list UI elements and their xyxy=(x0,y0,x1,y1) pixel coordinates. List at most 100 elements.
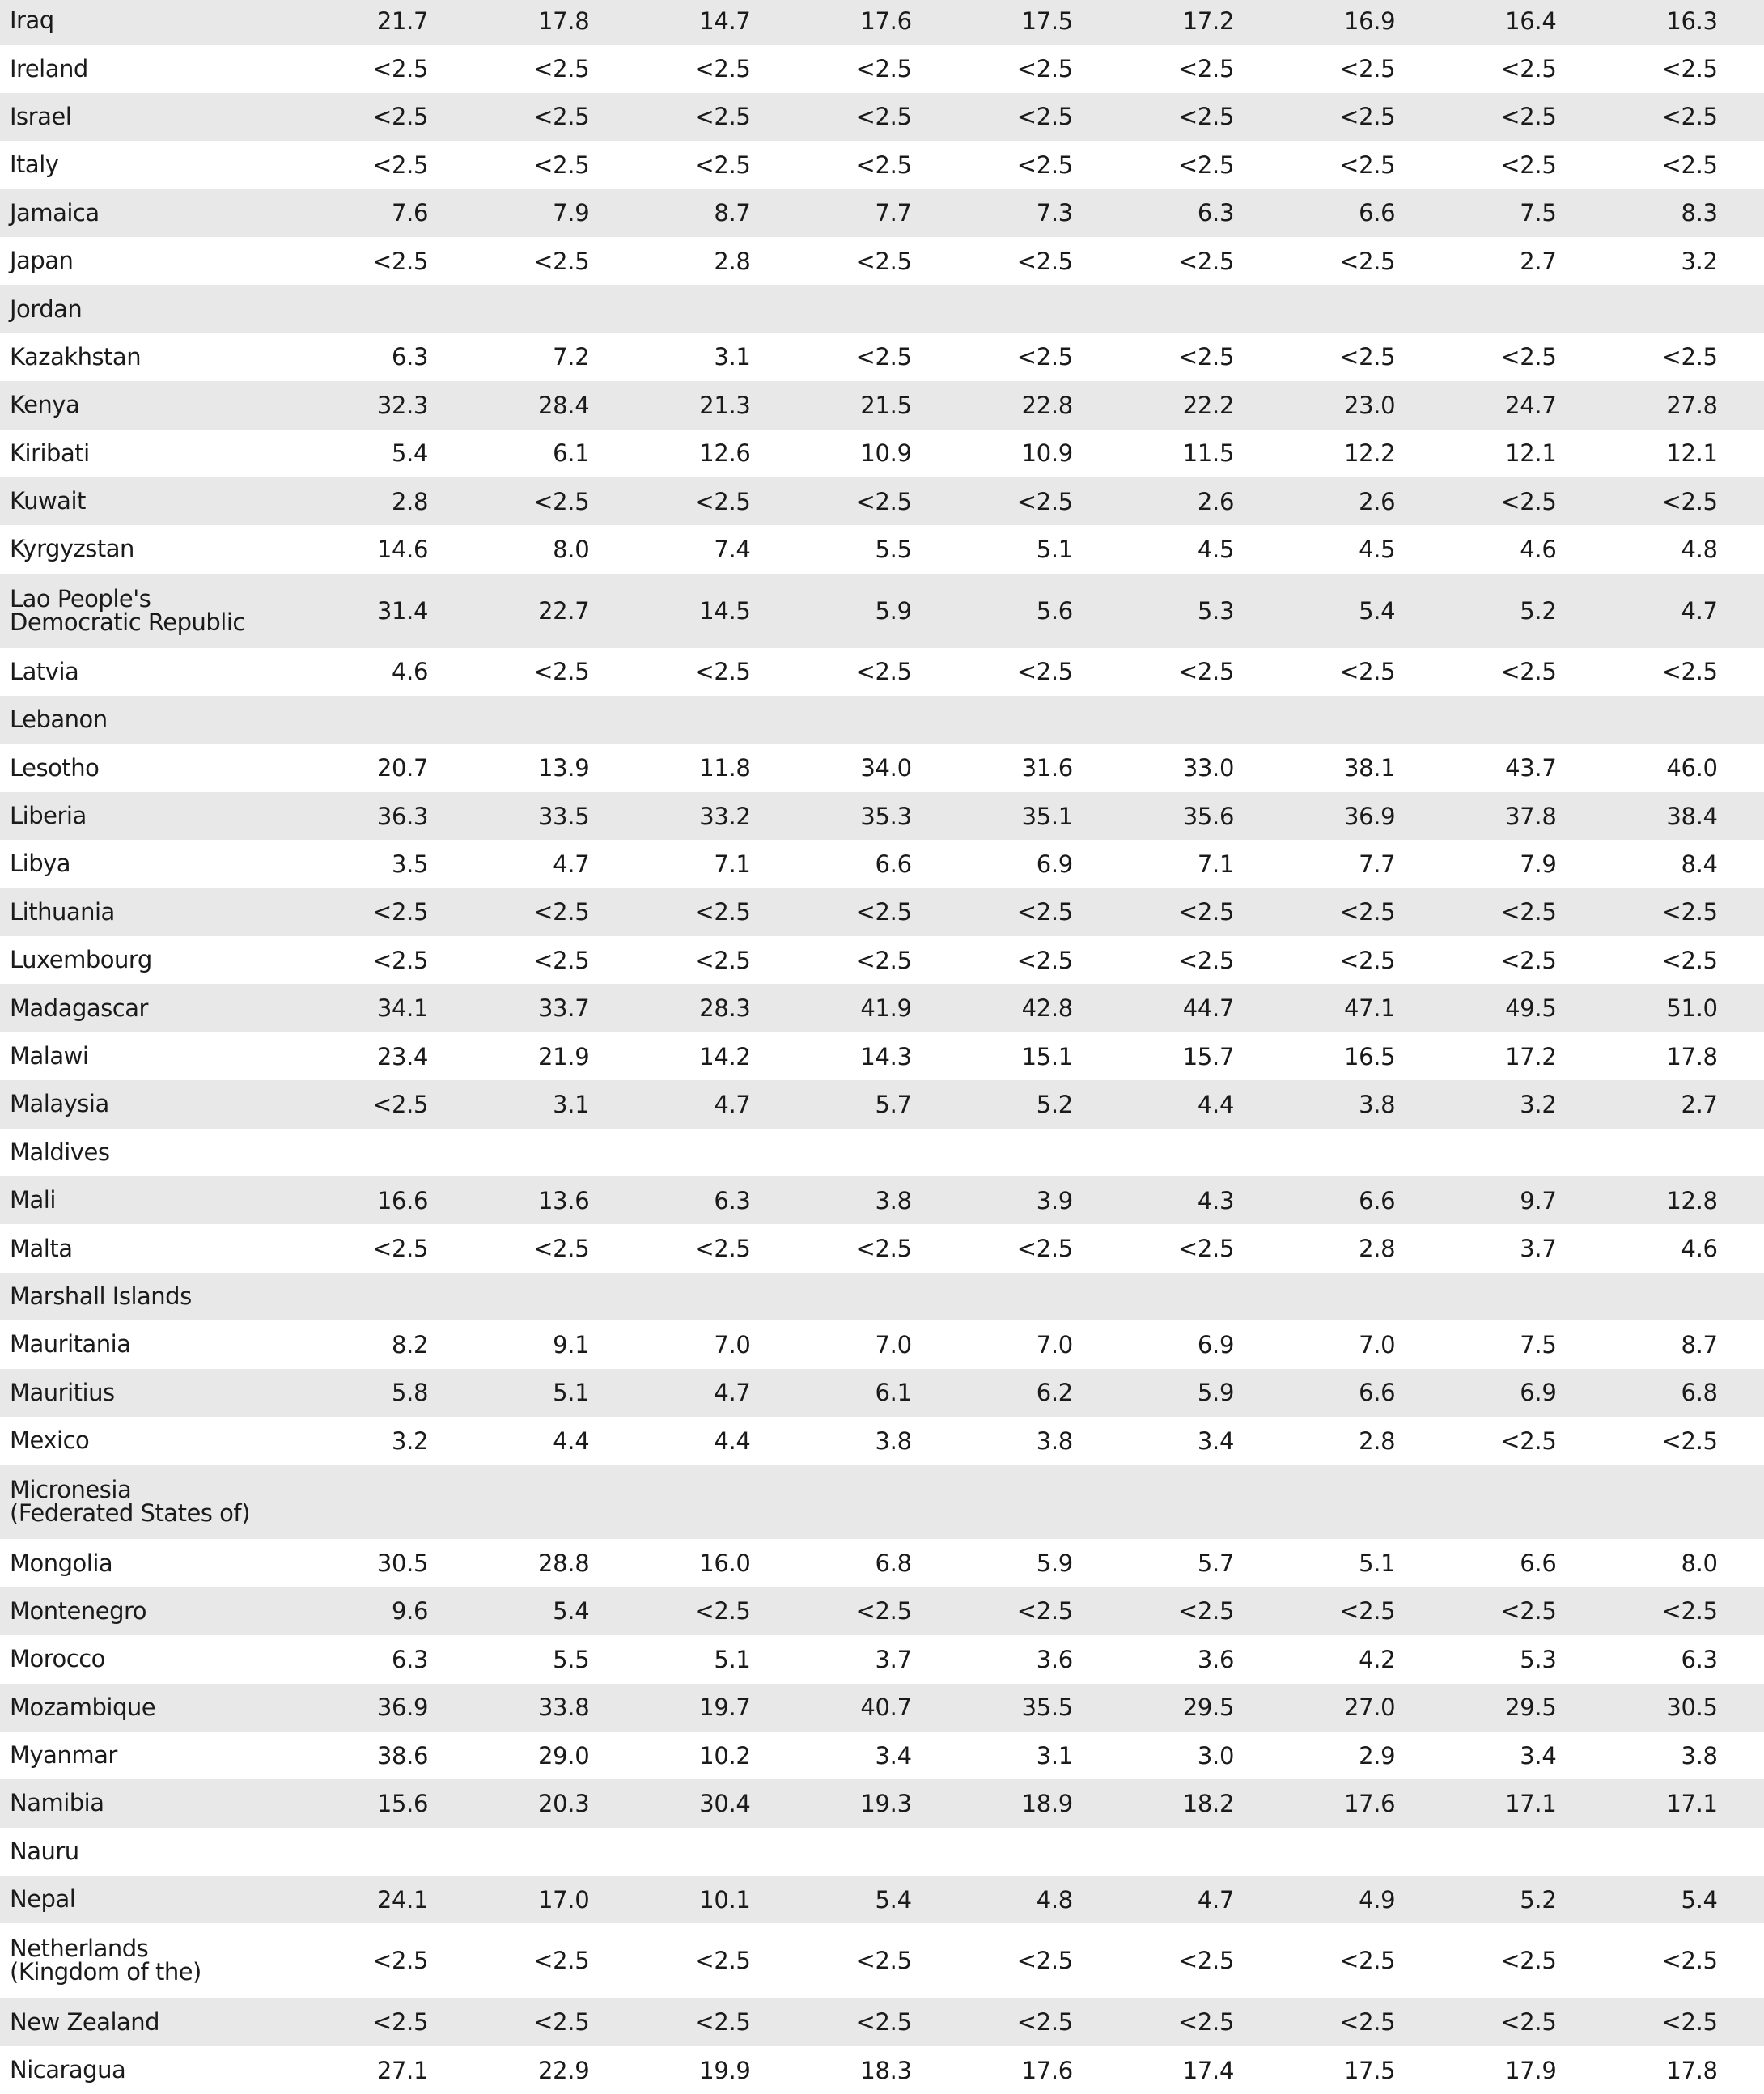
value-cell: 7.5 xyxy=(1520,1330,1557,1359)
table-row: Kenya 32.3 28.4 21.3 21.5 22.8 22.2 23.0 24.7 27.… xyxy=(0,381,1764,430)
table-row: Lesotho 20.7 13.9 11.8 34.0 31.6 33.0 38.1 43.7 4… xyxy=(0,744,1764,791)
value-cell: <2.5 xyxy=(533,2008,590,2037)
table-row: Malawi 23.4 21.9 14.2 14.3 15.1 15.7 16.5 17.2 17… xyxy=(0,1032,1764,1080)
value-cell: 18.2 xyxy=(1182,1789,1235,1817)
value-cell: 4.7 xyxy=(714,1379,751,1407)
value-cell: 3.4 xyxy=(875,1741,913,1770)
value-cell: 31.4 xyxy=(376,596,429,625)
country-name: Netherlands (Kingdom of the) xyxy=(10,1935,201,1986)
value-cell: <2.5 xyxy=(855,898,913,926)
value-cell: 21.7 xyxy=(376,6,429,35)
value-cell: 38.6 xyxy=(376,1741,429,1770)
value-cell: 35.3 xyxy=(860,802,912,830)
value-cell: 19.3 xyxy=(860,1789,912,1817)
value-cell: <2.5 xyxy=(1339,658,1396,686)
value-cell: 29.5 xyxy=(1505,1693,1557,1722)
value-cell: <2.5 xyxy=(1661,1597,1718,1626)
value-cell: 3.6 xyxy=(1036,1645,1074,1673)
value-cell: 12.8 xyxy=(1666,1186,1718,1214)
value-cell: 14.5 xyxy=(699,596,751,625)
table-row: Libya 3.5 4.7 7.1 6.6 6.9 7.1 7.7 7.9 8.4 xyxy=(0,840,1764,888)
country-name: Ireland xyxy=(10,54,88,83)
value-cell: 23.0 xyxy=(1343,391,1396,419)
value-cell: 4.4 xyxy=(1197,1090,1235,1118)
value-cell: 6.9 xyxy=(1036,850,1074,878)
value-cell: <2.5 xyxy=(855,103,913,131)
table-row: Mexico 3.2 4.4 4.4 3.8 3.8 3.4 2.8 <2.5 <2.5 xyxy=(0,1417,1764,1465)
value-cell: 33.8 xyxy=(538,1693,590,1722)
value-cell: <2.5 xyxy=(371,1235,429,1263)
value-cell: <2.5 xyxy=(533,1235,590,1263)
value-cell: 7.0 xyxy=(1036,1330,1074,1359)
value-cell: <2.5 xyxy=(533,150,590,179)
value-cell: 2.8 xyxy=(1359,1426,1396,1455)
country-name: Namibia xyxy=(10,1789,104,1817)
country-name: Jordan xyxy=(10,295,83,323)
value-cell: <2.5 xyxy=(371,103,429,131)
value-cell: <2.5 xyxy=(1177,343,1235,371)
table-row: Maldives xyxy=(0,1129,1764,1176)
value-cell: <2.5 xyxy=(1016,247,1074,275)
value-cell: 3.4 xyxy=(1520,1741,1557,1770)
value-cell: <2.5 xyxy=(1016,2008,1074,2037)
value-cell: 8.3 xyxy=(1681,199,1718,227)
value-cell: 6.3 xyxy=(391,1645,429,1673)
value-cell: 6.2 xyxy=(1036,1379,1074,1407)
value-cell: 19.9 xyxy=(699,2056,751,2084)
value-cell: <2.5 xyxy=(855,1235,913,1263)
value-cell: 12.6 xyxy=(699,439,751,468)
value-cell: 16.9 xyxy=(1343,6,1396,35)
country-name: Maldives xyxy=(10,1138,110,1166)
value-cell: <2.5 xyxy=(694,1947,751,1975)
value-cell: 5.5 xyxy=(875,535,913,563)
value-cell: 38.1 xyxy=(1343,754,1396,782)
value-cell: 7.2 xyxy=(553,343,590,371)
value-cell: 28.8 xyxy=(538,1549,590,1578)
value-cell: 10.9 xyxy=(860,439,912,468)
country-name: Liberia xyxy=(10,802,87,830)
value-cell: 16.5 xyxy=(1343,1042,1396,1070)
value-cell: 17.5 xyxy=(1343,2056,1396,2084)
country-name: Nicaragua xyxy=(10,2056,126,2084)
table-row: Namibia 15.6 20.3 30.4 19.3 18.9 18.2 17.6 17.1 1… xyxy=(0,1779,1764,1828)
value-cell: <2.5 xyxy=(1016,150,1074,179)
value-cell: 5.2 xyxy=(1520,596,1557,625)
value-cell: <2.5 xyxy=(1339,898,1396,926)
value-cell: 27.1 xyxy=(376,2056,429,2084)
table-row: Ireland <2.5 <2.5 <2.5 <2.5 <2.5 <2.5 <2.5 <2.5 <… xyxy=(0,45,1764,92)
value-cell: <2.5 xyxy=(1500,898,1557,926)
value-cell: <2.5 xyxy=(371,247,429,275)
table-row: Jordan xyxy=(0,285,1764,333)
value-cell: <2.5 xyxy=(1339,1947,1396,1975)
value-cell: <2.5 xyxy=(1177,1235,1235,1263)
value-cell: 3.8 xyxy=(1359,1090,1396,1118)
value-cell: 4.5 xyxy=(1359,535,1396,563)
value-cell: <2.5 xyxy=(533,1947,590,1975)
value-cell: <2.5 xyxy=(1500,946,1557,974)
value-cell: <2.5 xyxy=(371,946,429,974)
table-row: Iraq 21.7 17.8 14.7 17.6 17.5 17.2 16.9 16.4 16.3 xyxy=(0,0,1764,45)
value-cell: <2.5 xyxy=(371,2008,429,2037)
value-cell: 7.1 xyxy=(714,850,751,878)
value-cell: 8.2 xyxy=(391,1330,429,1359)
country-name: Israel xyxy=(10,102,72,130)
value-cell: 6.3 xyxy=(1197,199,1235,227)
value-cell: <2.5 xyxy=(1177,247,1235,275)
value-cell: 21.9 xyxy=(538,1042,590,1070)
table-row: Lebanon xyxy=(0,696,1764,744)
value-cell: 5.3 xyxy=(1197,596,1235,625)
table-row: Kyrgyzstan 14.6 8.0 7.4 5.5 5.1 4.5 4.5 4.6 4.8 xyxy=(0,525,1764,573)
value-cell: 5.4 xyxy=(1681,1885,1718,1914)
value-cell: <2.5 xyxy=(694,150,751,179)
value-cell: 5.3 xyxy=(1520,1645,1557,1673)
value-cell: 24.1 xyxy=(376,1885,429,1914)
value-cell: <2.5 xyxy=(1661,1426,1718,1455)
value-cell: 33.5 xyxy=(538,802,590,830)
value-cell: 12.2 xyxy=(1343,439,1396,468)
value-cell: <2.5 xyxy=(855,487,913,515)
value-cell: 8.7 xyxy=(1681,1330,1718,1359)
value-cell: 3.8 xyxy=(1036,1426,1074,1455)
value-cell: 5.4 xyxy=(391,439,429,468)
value-cell: 3.2 xyxy=(1520,1090,1557,1118)
country-name: Kyrgyzstan xyxy=(10,535,134,563)
